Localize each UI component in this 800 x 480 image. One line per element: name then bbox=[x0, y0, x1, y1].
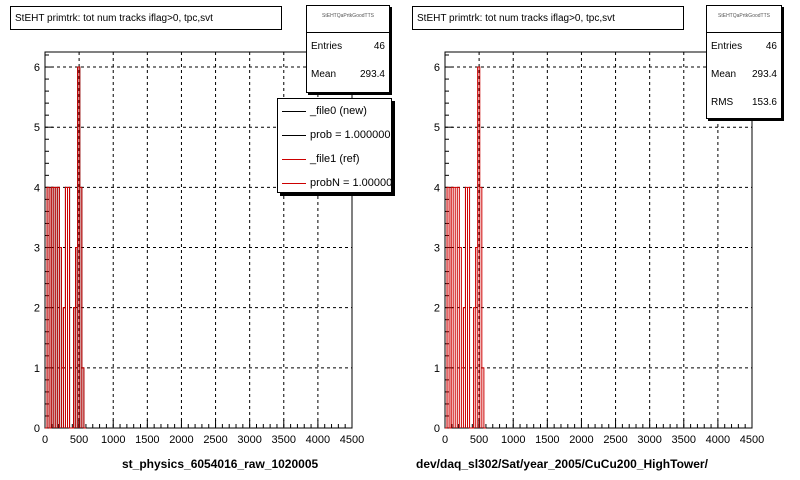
left-x-tick-label: 1500 bbox=[135, 434, 159, 446]
right-x-tick-label: 2000 bbox=[569, 434, 593, 446]
right-stats-rms-row: RMS 153.6 bbox=[707, 89, 781, 117]
legend-entry-prob: prob = 1.000000 bbox=[278, 123, 391, 147]
left-x-axis-caption: st_physics_6054016_raw_1020005 bbox=[122, 457, 319, 471]
left-stats-box: StEHTQaPrtkGoodTTS Entries 46 Mean 293.4 bbox=[306, 5, 390, 93]
legend-swatch-probn bbox=[282, 182, 306, 184]
right-y-tick-label: 2 bbox=[434, 303, 440, 315]
right-series-0-outline bbox=[445, 66, 486, 429]
right-histogram-title: StEHT primtrk: tot num tracks iflag>0, t… bbox=[412, 6, 684, 30]
left-y-tick-label: 4 bbox=[34, 182, 40, 194]
left-x-tick-label: 2000 bbox=[169, 434, 193, 446]
left-y-tick-label: 5 bbox=[34, 122, 40, 134]
left-stats-mean-value: 293.4 bbox=[359, 69, 385, 80]
legend-label-file0: _file0 (new) bbox=[310, 105, 367, 117]
left-y-tick-label: 2 bbox=[34, 303, 40, 315]
right-y-tick-label: 4 bbox=[434, 182, 440, 194]
right-stats-mean-row: Mean 293.4 bbox=[707, 61, 781, 89]
left-x-tick-label: 3000 bbox=[237, 434, 261, 446]
legend-entry-file1: _file1 (ref) bbox=[278, 147, 391, 171]
right-stats-entries-label: Entries bbox=[711, 41, 743, 52]
left-y-tick-label: 3 bbox=[34, 243, 40, 255]
left-y-tick-label: 0 bbox=[34, 423, 40, 435]
left-x-tick-label: 2500 bbox=[203, 434, 227, 446]
right-stats-header: StEHTQaPrtkGoodTTS bbox=[707, 6, 781, 33]
right-stats-entries-value: 46 bbox=[765, 41, 777, 52]
legend-swatch-file0 bbox=[282, 110, 306, 112]
right-stats-entries-row: Entries 46 bbox=[707, 33, 781, 61]
left-y-tick-label: 6 bbox=[34, 62, 40, 74]
left-stats-mean-row: Mean 293.4 bbox=[307, 61, 389, 89]
left-x-tick-label: 4500 bbox=[340, 434, 364, 446]
right-stats-mean-label: Mean bbox=[711, 69, 737, 80]
legend-entry-file0: _file0 (new) bbox=[278, 99, 391, 123]
legend-label-prob: prob = 1.000000 bbox=[310, 129, 391, 141]
right-y-tick-label: 6 bbox=[434, 62, 440, 74]
right-stats-rms-label: RMS bbox=[711, 97, 734, 108]
legend-label-file1: _file1 (ref) bbox=[310, 153, 360, 165]
right-y-tick-label: 3 bbox=[434, 243, 440, 255]
right-x-axis-caption: dev/daq_sl302/Sat/year_2005/CuCu200_High… bbox=[416, 457, 708, 471]
right-x-tick-label: 3000 bbox=[637, 434, 661, 446]
left-x-tick-label: 4000 bbox=[306, 434, 330, 446]
right-y-tick-label: 0 bbox=[434, 423, 440, 435]
legend-label-probn: probN = 1.000000 bbox=[310, 177, 392, 189]
right-stats-mean-value: 293.4 bbox=[751, 69, 777, 80]
right-y-tick-label: 5 bbox=[434, 122, 440, 134]
left-stats-entries-row: Entries 46 bbox=[307, 33, 389, 61]
right-x-tick-label: 2500 bbox=[603, 434, 627, 446]
right-x-tick-label: 500 bbox=[470, 434, 488, 446]
left-stats-mean-label: Mean bbox=[311, 69, 337, 80]
left-histogram-title: StEHT primtrk: tot num tracks iflag>0, t… bbox=[10, 6, 282, 30]
legend-entry-probn: probN = 1.000000 bbox=[278, 171, 392, 192]
legend-swatch-file1 bbox=[282, 158, 306, 160]
left-x-tick-label: 500 bbox=[70, 434, 88, 446]
right-x-tick-label: 3500 bbox=[672, 434, 696, 446]
left-x-tick-label: 0 bbox=[42, 434, 48, 446]
left-stats-entries-value: 46 bbox=[373, 41, 385, 52]
left-x-tick-label: 3500 bbox=[272, 434, 296, 446]
right-x-tick-label: 1000 bbox=[501, 434, 525, 446]
right-x-tick-label: 4000 bbox=[706, 434, 730, 446]
legend-swatch-prob bbox=[282, 134, 306, 136]
right-y-tick-label: 1 bbox=[434, 363, 440, 375]
left-stats-entries-label: Entries bbox=[311, 41, 343, 52]
right-plot-frame bbox=[444, 51, 753, 429]
right-stats-rms-value: 153.6 bbox=[751, 97, 777, 108]
right-x-tick-label: 4500 bbox=[740, 434, 764, 446]
left-series-1-outline bbox=[45, 66, 86, 429]
left-x-tick-label: 1000 bbox=[101, 434, 125, 446]
right-x-tick-label: 1500 bbox=[535, 434, 559, 446]
right-x-tick-label: 0 bbox=[442, 434, 448, 446]
left-legend: _file0 (new) prob = 1.000000 _file1 (ref… bbox=[277, 98, 392, 193]
right-stats-box: StEHTQaPrtkGoodTTS Entries 46 Mean 293.4… bbox=[706, 5, 782, 119]
left-y-tick-label: 1 bbox=[34, 363, 40, 375]
left-stats-header: StEHTQaPrtkGoodTTS bbox=[307, 6, 389, 33]
